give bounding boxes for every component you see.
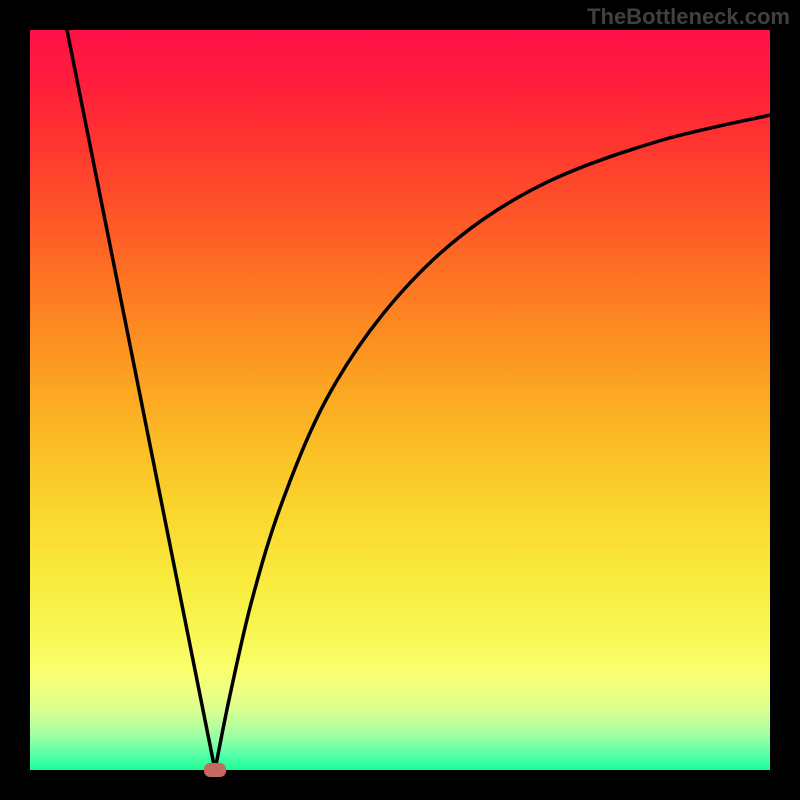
chart-svg: [30, 30, 770, 770]
chart-plot-area: [30, 30, 770, 770]
attribution-text: TheBottleneck.com: [587, 4, 790, 30]
optimal-point-marker: [204, 763, 226, 777]
